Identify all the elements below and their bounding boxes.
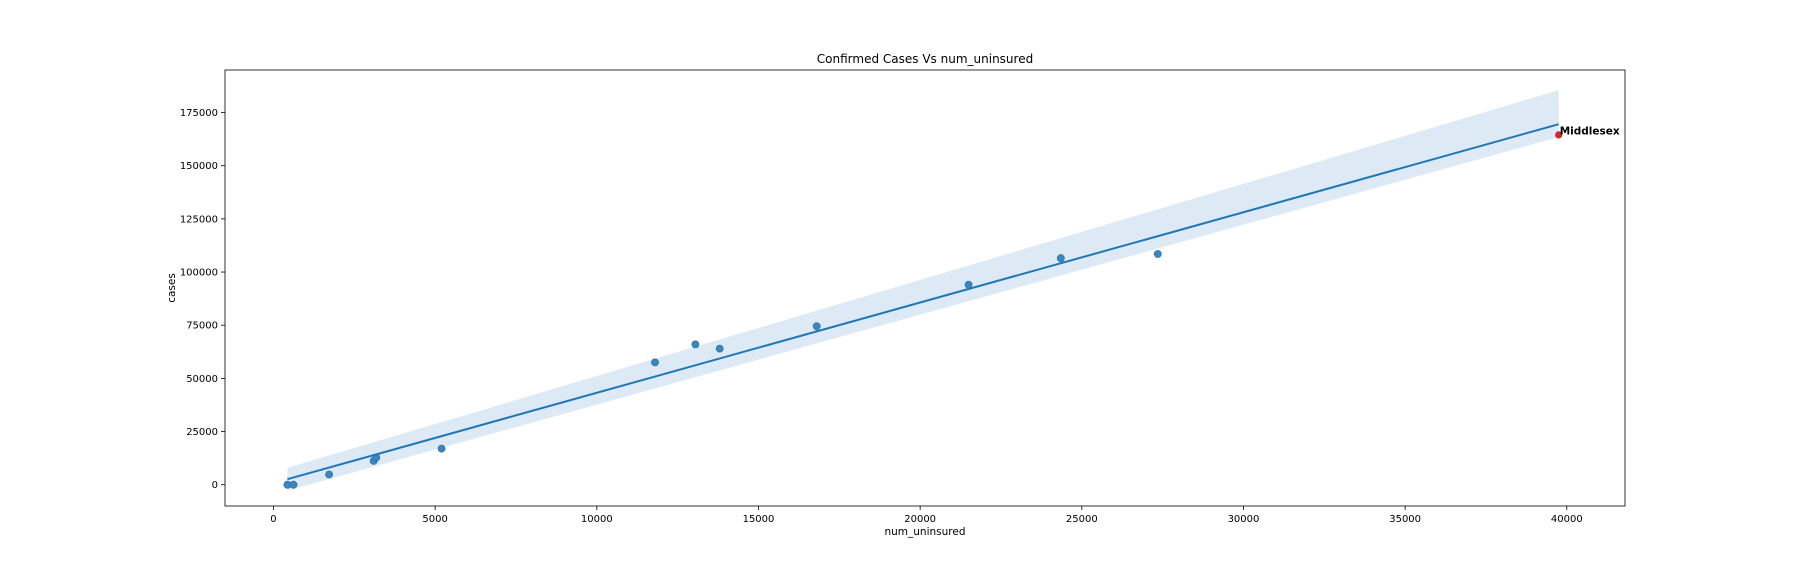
- highlight-label: Middlesex: [1560, 125, 1620, 137]
- axis-ticks: 0 5000 10000 15000 20000 25000 30000 35000 40000…: [180, 108, 1583, 525]
- data-point: [289, 480, 298, 489]
- regression-line: [287, 123, 1559, 481]
- data-point: [325, 470, 333, 479]
- y-tick-label: 125000: [180, 214, 218, 225]
- highlight-point: [1555, 131, 1563, 139]
- x-axis-label: num_uninsured: [884, 526, 965, 538]
- x-tick-label: 0: [270, 514, 276, 525]
- x-tick-label: 10000: [581, 514, 613, 525]
- confidence-band: [287, 90, 1559, 491]
- y-tick-label: 25000: [186, 427, 218, 438]
- data-point: [651, 358, 659, 367]
- data-point: [437, 444, 446, 453]
- data-point: [715, 344, 724, 353]
- x-tick-label: 30000: [1228, 514, 1260, 525]
- y-axis-label: cases: [166, 273, 178, 303]
- y-tick-label: 75000: [186, 321, 218, 332]
- data-point: [1153, 250, 1162, 258]
- y-tick-label: 50000: [186, 374, 218, 385]
- x-tick-label: 25000: [1066, 514, 1098, 525]
- x-tick-label: 5000: [422, 514, 447, 525]
- axes-frame: [224, 69, 1626, 507]
- x-tick-label: 20000: [904, 514, 936, 525]
- y-tick-label: 0: [212, 480, 218, 491]
- x-tick-label: 35000: [1389, 514, 1421, 525]
- x-tick-label: 40000: [1551, 514, 1583, 525]
- y-tick-label: 150000: [180, 161, 218, 172]
- x-tick-label: 15000: [743, 514, 775, 525]
- y-tick-label: 175000: [180, 108, 218, 119]
- data-point: [1056, 254, 1065, 263]
- chart-title: Confirmed Cases Vs num_uninsured: [817, 52, 1033, 66]
- plot-area: Middlesex: [283, 90, 1620, 491]
- data-point: [691, 340, 700, 349]
- data-point: [812, 322, 821, 331]
- y-tick-label: 100000: [180, 268, 218, 279]
